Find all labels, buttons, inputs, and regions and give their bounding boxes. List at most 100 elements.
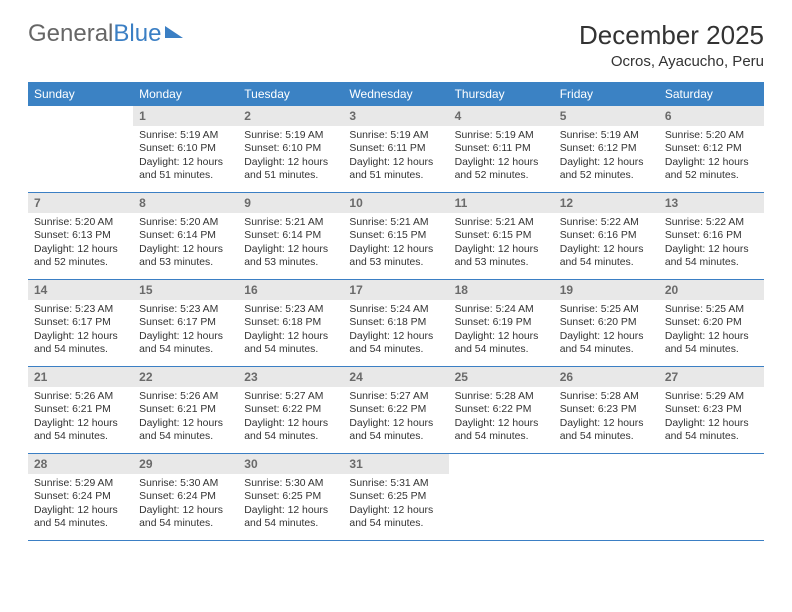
day-number: 2 <box>238 106 343 126</box>
logo: GeneralBlue <box>28 20 183 48</box>
weekday-header-cell: Saturday <box>659 82 764 106</box>
day-body: Sunrise: 5:19 AMSunset: 6:11 PMDaylight:… <box>343 126 448 186</box>
weekday-header-cell: Thursday <box>449 82 554 106</box>
day-cell: 19Sunrise: 5:25 AMSunset: 6:20 PMDayligh… <box>554 280 659 366</box>
day-body: Sunrise: 5:21 AMSunset: 6:15 PMDaylight:… <box>449 213 554 273</box>
day-cell: 23Sunrise: 5:27 AMSunset: 6:22 PMDayligh… <box>238 367 343 453</box>
day-body: Sunrise: 5:27 AMSunset: 6:22 PMDaylight:… <box>238 387 343 447</box>
day-number: 19 <box>554 280 659 300</box>
day-cell: 22Sunrise: 5:26 AMSunset: 6:21 PMDayligh… <box>133 367 238 453</box>
day-number: 8 <box>133 193 238 213</box>
day-number: 9 <box>238 193 343 213</box>
day-body: Sunrise: 5:20 AMSunset: 6:13 PMDaylight:… <box>28 213 133 273</box>
weekday-header-cell: Sunday <box>28 82 133 106</box>
header: GeneralBlue December 2025 Ocros, Ayacuch… <box>28 20 764 70</box>
day-cell <box>554 454 659 540</box>
weeks-container: 1Sunrise: 5:19 AMSunset: 6:10 PMDaylight… <box>28 106 764 541</box>
logo-text-2: Blue <box>113 20 161 48</box>
week-row: 7Sunrise: 5:20 AMSunset: 6:13 PMDaylight… <box>28 193 764 280</box>
day-number: 29 <box>133 454 238 474</box>
day-body: Sunrise: 5:23 AMSunset: 6:17 PMDaylight:… <box>133 300 238 360</box>
day-number: 1 <box>133 106 238 126</box>
day-cell <box>659 454 764 540</box>
day-cell <box>28 106 133 192</box>
weekday-header-cell: Friday <box>554 82 659 106</box>
day-body: Sunrise: 5:19 AMSunset: 6:11 PMDaylight:… <box>449 126 554 186</box>
day-number: 11 <box>449 193 554 213</box>
calendar-page: GeneralBlue December 2025 Ocros, Ayacuch… <box>0 0 792 561</box>
day-number: 10 <box>343 193 448 213</box>
day-cell: 28Sunrise: 5:29 AMSunset: 6:24 PMDayligh… <box>28 454 133 540</box>
day-cell: 13Sunrise: 5:22 AMSunset: 6:16 PMDayligh… <box>659 193 764 279</box>
day-body: Sunrise: 5:26 AMSunset: 6:21 PMDaylight:… <box>133 387 238 447</box>
day-body: Sunrise: 5:19 AMSunset: 6:10 PMDaylight:… <box>238 126 343 186</box>
day-number: 27 <box>659 367 764 387</box>
day-cell: 11Sunrise: 5:21 AMSunset: 6:15 PMDayligh… <box>449 193 554 279</box>
week-row: 1Sunrise: 5:19 AMSunset: 6:10 PMDaylight… <box>28 106 764 193</box>
day-number: 28 <box>28 454 133 474</box>
day-number: 7 <box>28 193 133 213</box>
day-cell: 30Sunrise: 5:30 AMSunset: 6:25 PMDayligh… <box>238 454 343 540</box>
location-text: Ocros, Ayacucho, Peru <box>579 53 764 70</box>
day-body: Sunrise: 5:19 AMSunset: 6:10 PMDaylight:… <box>133 126 238 186</box>
day-body: Sunrise: 5:29 AMSunset: 6:24 PMDaylight:… <box>28 474 133 534</box>
day-cell: 24Sunrise: 5:27 AMSunset: 6:22 PMDayligh… <box>343 367 448 453</box>
day-number: 23 <box>238 367 343 387</box>
day-number: 15 <box>133 280 238 300</box>
day-number: 20 <box>659 280 764 300</box>
day-body: Sunrise: 5:31 AMSunset: 6:25 PMDaylight:… <box>343 474 448 534</box>
day-number: 16 <box>238 280 343 300</box>
day-body: Sunrise: 5:19 AMSunset: 6:12 PMDaylight:… <box>554 126 659 186</box>
day-cell: 10Sunrise: 5:21 AMSunset: 6:15 PMDayligh… <box>343 193 448 279</box>
day-body: Sunrise: 5:24 AMSunset: 6:19 PMDaylight:… <box>449 300 554 360</box>
day-body: Sunrise: 5:23 AMSunset: 6:17 PMDaylight:… <box>28 300 133 360</box>
day-body: Sunrise: 5:29 AMSunset: 6:23 PMDaylight:… <box>659 387 764 447</box>
day-number: 25 <box>449 367 554 387</box>
weekday-header-row: SundayMondayTuesdayWednesdayThursdayFrid… <box>28 82 764 106</box>
calendar: SundayMondayTuesdayWednesdayThursdayFrid… <box>28 82 764 541</box>
day-cell: 18Sunrise: 5:24 AMSunset: 6:19 PMDayligh… <box>449 280 554 366</box>
day-number: 6 <box>659 106 764 126</box>
day-body: Sunrise: 5:24 AMSunset: 6:18 PMDaylight:… <box>343 300 448 360</box>
day-cell: 27Sunrise: 5:29 AMSunset: 6:23 PMDayligh… <box>659 367 764 453</box>
day-body: Sunrise: 5:25 AMSunset: 6:20 PMDaylight:… <box>659 300 764 360</box>
page-title: December 2025 <box>579 20 764 51</box>
day-body: Sunrise: 5:21 AMSunset: 6:14 PMDaylight:… <box>238 213 343 273</box>
day-body: Sunrise: 5:21 AMSunset: 6:15 PMDaylight:… <box>343 213 448 273</box>
week-row: 14Sunrise: 5:23 AMSunset: 6:17 PMDayligh… <box>28 280 764 367</box>
day-cell: 5Sunrise: 5:19 AMSunset: 6:12 PMDaylight… <box>554 106 659 192</box>
week-row: 21Sunrise: 5:26 AMSunset: 6:21 PMDayligh… <box>28 367 764 454</box>
day-cell: 4Sunrise: 5:19 AMSunset: 6:11 PMDaylight… <box>449 106 554 192</box>
day-number: 26 <box>554 367 659 387</box>
weekday-header-cell: Tuesday <box>238 82 343 106</box>
day-number: 24 <box>343 367 448 387</box>
day-number: 21 <box>28 367 133 387</box>
day-cell <box>449 454 554 540</box>
day-body: Sunrise: 5:20 AMSunset: 6:12 PMDaylight:… <box>659 126 764 186</box>
day-cell: 29Sunrise: 5:30 AMSunset: 6:24 PMDayligh… <box>133 454 238 540</box>
day-number: 18 <box>449 280 554 300</box>
day-body: Sunrise: 5:30 AMSunset: 6:24 PMDaylight:… <box>133 474 238 534</box>
day-number: 3 <box>343 106 448 126</box>
day-body: Sunrise: 5:26 AMSunset: 6:21 PMDaylight:… <box>28 387 133 447</box>
day-cell: 8Sunrise: 5:20 AMSunset: 6:14 PMDaylight… <box>133 193 238 279</box>
day-cell: 17Sunrise: 5:24 AMSunset: 6:18 PMDayligh… <box>343 280 448 366</box>
day-cell: 3Sunrise: 5:19 AMSunset: 6:11 PMDaylight… <box>343 106 448 192</box>
day-body: Sunrise: 5:28 AMSunset: 6:23 PMDaylight:… <box>554 387 659 447</box>
logo-triangle-icon <box>165 26 183 38</box>
title-block: December 2025 Ocros, Ayacucho, Peru <box>579 20 764 70</box>
logo-text-1: General <box>28 20 113 48</box>
day-body: Sunrise: 5:22 AMSunset: 6:16 PMDaylight:… <box>554 213 659 273</box>
day-body: Sunrise: 5:28 AMSunset: 6:22 PMDaylight:… <box>449 387 554 447</box>
day-number: 17 <box>343 280 448 300</box>
day-cell: 12Sunrise: 5:22 AMSunset: 6:16 PMDayligh… <box>554 193 659 279</box>
day-number: 14 <box>28 280 133 300</box>
day-cell: 9Sunrise: 5:21 AMSunset: 6:14 PMDaylight… <box>238 193 343 279</box>
day-number: 5 <box>554 106 659 126</box>
day-body: Sunrise: 5:23 AMSunset: 6:18 PMDaylight:… <box>238 300 343 360</box>
day-cell: 16Sunrise: 5:23 AMSunset: 6:18 PMDayligh… <box>238 280 343 366</box>
day-body: Sunrise: 5:25 AMSunset: 6:20 PMDaylight:… <box>554 300 659 360</box>
day-cell: 25Sunrise: 5:28 AMSunset: 6:22 PMDayligh… <box>449 367 554 453</box>
day-cell: 2Sunrise: 5:19 AMSunset: 6:10 PMDaylight… <box>238 106 343 192</box>
day-number: 4 <box>449 106 554 126</box>
